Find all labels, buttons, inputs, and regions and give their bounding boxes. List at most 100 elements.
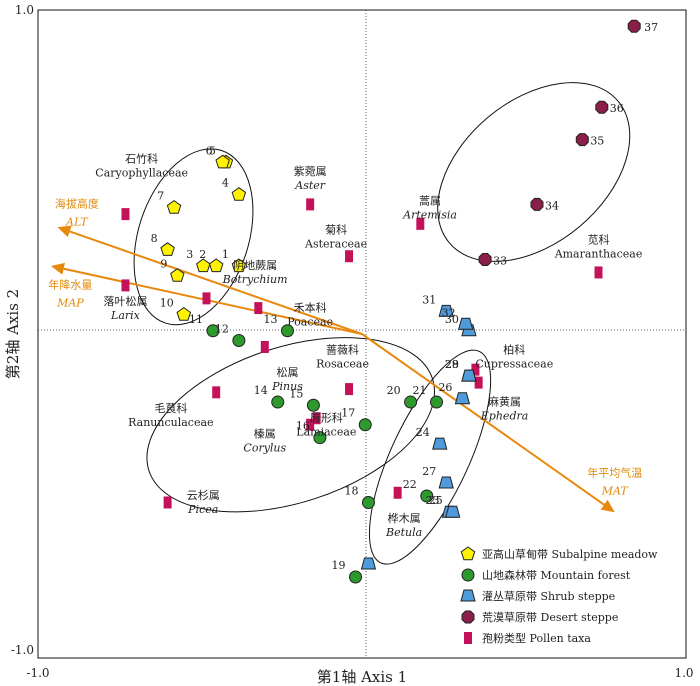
plot-frame bbox=[37, 9, 687, 659]
taxon-label-en: Caryophyllaceae bbox=[95, 166, 188, 179]
site-number-label: 11 bbox=[189, 313, 203, 326]
x-tick-label: 1.0 bbox=[674, 666, 693, 680]
pollen-marker bbox=[254, 302, 263, 315]
site-number-label: 21 bbox=[413, 384, 427, 397]
site-marker bbox=[445, 505, 461, 518]
pollen-marker bbox=[416, 217, 425, 230]
site-marker bbox=[349, 570, 363, 584]
site-marker bbox=[176, 306, 192, 321]
site-marker bbox=[196, 258, 211, 273]
site-number-label: 1 bbox=[222, 248, 229, 261]
taxon-label-cn: 唇形科 bbox=[310, 410, 343, 424]
taxon-label-cn: 阴地蕨属 bbox=[233, 259, 277, 272]
site-marker bbox=[454, 392, 471, 405]
site-number-label: 16 bbox=[296, 420, 310, 433]
site-number-label: 34 bbox=[545, 199, 559, 212]
taxon-label-cn: 毛茛科 bbox=[154, 401, 187, 415]
site-number-label: 31 bbox=[422, 293, 436, 306]
site-marker bbox=[170, 268, 185, 282]
site-number-label: 19 bbox=[332, 559, 346, 572]
site-marker bbox=[360, 557, 377, 570]
site-marker bbox=[404, 395, 418, 409]
site-marker bbox=[231, 258, 247, 273]
site-marker bbox=[438, 476, 454, 489]
taxon-label-en: Betula bbox=[385, 526, 422, 539]
taxon-label-cn: 云杉属 bbox=[187, 488, 220, 502]
taxon-label-en: Ranunculaceae bbox=[128, 416, 213, 429]
taxon-label-cn: 禾本科 bbox=[294, 300, 327, 314]
taxon-label-cn: 麻黄属 bbox=[488, 394, 521, 408]
site-marker bbox=[358, 418, 372, 432]
taxon-label-en: Picea bbox=[187, 503, 218, 516]
taxon-label-cn: 榛属 bbox=[254, 428, 276, 441]
y-tick-label: 1.0 bbox=[15, 3, 34, 17]
site-marker bbox=[420, 489, 434, 503]
site-marker bbox=[280, 324, 294, 338]
legend-marker bbox=[461, 610, 475, 624]
site-marker bbox=[432, 437, 448, 450]
site-number-label: 32 bbox=[442, 306, 456, 319]
arrow-label-cn: 海拔高度 bbox=[55, 197, 99, 211]
site-marker bbox=[231, 187, 247, 201]
arrow-line-map bbox=[63, 267, 363, 335]
y-tick-label: -1.0 bbox=[11, 643, 34, 657]
taxon-label-en: Larix bbox=[110, 309, 141, 322]
site-number-label: 18 bbox=[344, 484, 358, 497]
arrow-label-cn: 年降水量 bbox=[48, 278, 92, 292]
site-marker bbox=[208, 258, 224, 273]
site-number-label: 27 bbox=[422, 465, 436, 478]
taxon-label-en: Lamiaceae bbox=[296, 425, 356, 438]
pollen-marker bbox=[312, 412, 321, 425]
ellipse-shrub bbox=[368, 349, 492, 565]
arrow-line-alt bbox=[69, 230, 363, 335]
site-number-label: 3 bbox=[186, 248, 193, 261]
site-number-label: 36 bbox=[610, 102, 624, 115]
taxon-label-en: Aster bbox=[294, 179, 326, 192]
pollen-marker bbox=[345, 250, 354, 263]
taxon-label-cn: 菊科 bbox=[325, 223, 347, 237]
taxon-label-cn: 苋科 bbox=[588, 232, 610, 246]
legend-label: 孢粉类型 Pollen taxa bbox=[482, 631, 591, 645]
taxon-label-en: Pinus bbox=[271, 380, 303, 393]
site-marker bbox=[361, 495, 375, 509]
taxon-label-en: Cupressaceae bbox=[475, 357, 553, 370]
site-number-label: 33 bbox=[493, 254, 507, 267]
taxon-label-en: Artemisia bbox=[402, 208, 457, 221]
arrow-label-cn: 年平均气温 bbox=[587, 466, 642, 480]
site-number-label: 7 bbox=[157, 190, 164, 203]
legend-label: 灌丛草原带 Shrub steppe bbox=[482, 590, 615, 603]
site-marker bbox=[575, 133, 589, 147]
site-number-label: 14 bbox=[254, 384, 268, 397]
taxon-label-en: Poaceae bbox=[287, 315, 333, 328]
pollen-taxa-markers bbox=[121, 198, 603, 509]
site-marker bbox=[271, 395, 285, 409]
site-marker bbox=[215, 154, 230, 169]
taxon-label-cn: 蒿属 bbox=[419, 194, 441, 207]
site-number-label: 15 bbox=[289, 387, 303, 400]
site-marker bbox=[232, 333, 246, 347]
site-number-label: 12 bbox=[215, 322, 229, 335]
legend: 亚高山草甸带 Subalpine meadow 山地森林带 Mountain fo… bbox=[460, 546, 658, 645]
legend-label: 山地森林带 Mountain forest bbox=[482, 568, 631, 582]
environment-arrows: 海拔高度 ALT 年降水量 MAP 年平均气温 MAT bbox=[48, 197, 642, 513]
site-marker bbox=[438, 304, 454, 317]
legend-marker bbox=[461, 568, 475, 582]
axis-labels: -1.0 1.0 1.0 -1.0 第1轴 Axis 1 第2轴 Axis 2 bbox=[4, 3, 694, 686]
taxon-label-en: Botrychium bbox=[222, 273, 288, 286]
pollen-marker bbox=[260, 340, 269, 353]
taxon-label-en: Asteraceae bbox=[304, 238, 367, 251]
site-number-label: 23 bbox=[425, 494, 439, 507]
site-marker bbox=[430, 395, 444, 409]
legend-marker bbox=[464, 632, 472, 644]
taxon-label-cn: 松属 bbox=[276, 365, 298, 379]
site-marker bbox=[206, 324, 220, 338]
site-number-label: 24 bbox=[416, 426, 430, 439]
site-marker bbox=[166, 199, 182, 214]
pollen-marker bbox=[121, 279, 130, 292]
pollen-marker bbox=[345, 383, 354, 396]
site-marker bbox=[627, 19, 641, 33]
site-number-label: 9 bbox=[160, 258, 167, 271]
site-number-label: 22 bbox=[403, 478, 417, 491]
pollen-marker bbox=[474, 376, 483, 389]
